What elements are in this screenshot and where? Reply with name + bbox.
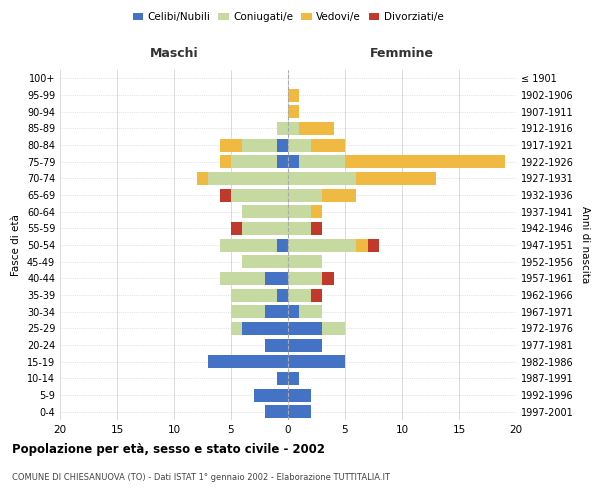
Bar	[288, 338, 322, 351]
Bar	[220, 272, 265, 285]
Bar	[311, 138, 345, 151]
Bar	[299, 155, 345, 168]
Bar	[322, 188, 356, 202]
Bar	[322, 272, 334, 285]
Bar	[311, 222, 322, 235]
Bar	[288, 388, 311, 402]
Bar	[242, 138, 277, 151]
Text: Femmine: Femmine	[370, 47, 434, 60]
Bar	[288, 155, 299, 168]
Bar	[265, 338, 288, 351]
Bar	[265, 305, 288, 318]
Bar	[288, 305, 299, 318]
Bar	[288, 88, 299, 102]
Bar	[277, 122, 288, 135]
Bar	[220, 138, 242, 151]
Bar	[231, 222, 242, 235]
Bar	[208, 355, 288, 368]
Bar	[220, 155, 231, 168]
Bar	[242, 205, 288, 218]
Bar	[288, 205, 311, 218]
Bar	[368, 238, 379, 252]
Bar	[288, 288, 311, 302]
Bar	[288, 272, 322, 285]
Bar	[277, 238, 288, 252]
Bar	[208, 172, 288, 185]
Y-axis label: Fasce di età: Fasce di età	[11, 214, 21, 276]
Bar	[231, 155, 277, 168]
Bar	[288, 105, 299, 118]
Bar	[288, 405, 311, 418]
Bar	[288, 122, 299, 135]
Bar	[311, 288, 322, 302]
Bar	[231, 322, 242, 335]
Y-axis label: Anni di nascita: Anni di nascita	[580, 206, 590, 284]
Bar	[288, 188, 322, 202]
Bar	[242, 255, 288, 268]
Bar	[288, 138, 311, 151]
Bar	[345, 155, 505, 168]
Bar	[288, 355, 345, 368]
Bar	[242, 222, 288, 235]
Bar	[220, 238, 277, 252]
Bar	[288, 172, 356, 185]
Bar	[299, 305, 322, 318]
Text: COMUNE DI CHIESANUOVA (TO) - Dati ISTAT 1° gennaio 2002 - Elaborazione TUTTITALI: COMUNE DI CHIESANUOVA (TO) - Dati ISTAT …	[12, 472, 390, 482]
Text: Maschi: Maschi	[149, 47, 199, 60]
Bar	[277, 288, 288, 302]
Bar	[277, 372, 288, 385]
Bar	[277, 138, 288, 151]
Bar	[288, 255, 322, 268]
Bar	[311, 205, 322, 218]
Bar	[277, 155, 288, 168]
Bar	[231, 305, 265, 318]
Bar	[288, 222, 311, 235]
Bar	[197, 172, 208, 185]
Bar	[288, 322, 322, 335]
Text: Popolazione per età, sesso e stato civile - 2002: Popolazione per età, sesso e stato civil…	[12, 442, 325, 456]
Bar	[356, 238, 368, 252]
Bar	[220, 188, 231, 202]
Bar	[322, 322, 345, 335]
Bar	[299, 122, 334, 135]
Legend: Celibi/Nubili, Coniugati/e, Vedovi/e, Divorziati/e: Celibi/Nubili, Coniugati/e, Vedovi/e, Di…	[128, 8, 448, 26]
Bar	[231, 288, 277, 302]
Bar	[356, 172, 436, 185]
Bar	[288, 372, 299, 385]
Bar	[254, 388, 288, 402]
Bar	[288, 238, 356, 252]
Bar	[231, 188, 288, 202]
Bar	[265, 272, 288, 285]
Bar	[242, 322, 288, 335]
Bar	[265, 405, 288, 418]
